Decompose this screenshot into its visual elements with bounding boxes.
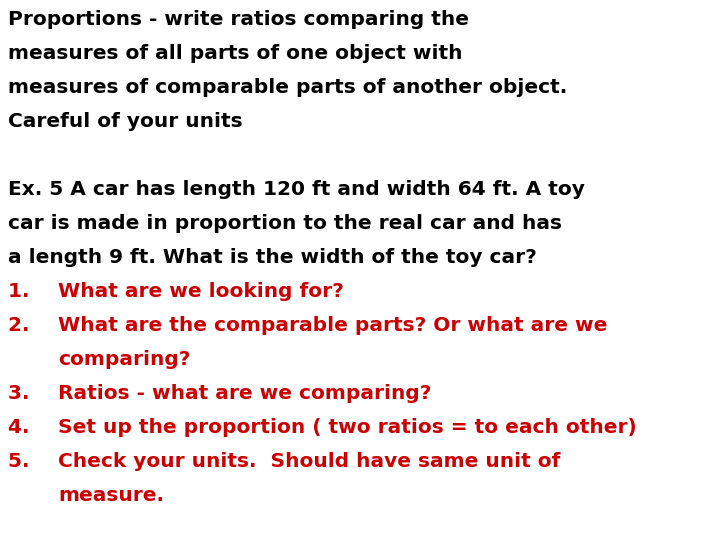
Text: measure.: measure.: [58, 486, 164, 505]
Text: 2.: 2.: [8, 316, 43, 335]
Text: measures of comparable parts of another object.: measures of comparable parts of another …: [8, 78, 567, 97]
Text: measures of all parts of one object with: measures of all parts of one object with: [8, 44, 462, 63]
Text: Ex. 5 A car has length 120 ft and width 64 ft. A toy: Ex. 5 A car has length 120 ft and width …: [8, 180, 585, 199]
Text: 1.: 1.: [8, 282, 43, 301]
Text: Ratios - what are we comparing?: Ratios - what are we comparing?: [58, 384, 431, 403]
Text: What are the comparable parts? Or what are we: What are the comparable parts? Or what a…: [58, 316, 608, 335]
Text: 4.: 4.: [8, 418, 43, 437]
Text: What are we looking for?: What are we looking for?: [58, 282, 343, 301]
Text: 3.: 3.: [8, 384, 43, 403]
Text: comparing?: comparing?: [58, 350, 190, 369]
Text: car is made in proportion to the real car and has: car is made in proportion to the real ca…: [8, 214, 562, 233]
Text: Set up the proportion ( two ratios = to each other): Set up the proportion ( two ratios = to …: [58, 418, 636, 437]
Text: Careful of your units: Careful of your units: [8, 112, 243, 131]
Text: Check your units.  Should have same unit of: Check your units. Should have same unit …: [58, 452, 560, 471]
Text: Proportions - write ratios comparing the: Proportions - write ratios comparing the: [8, 10, 469, 29]
Text: 5.: 5.: [8, 452, 43, 471]
Text: a length 9 ft. What is the width of the toy car?: a length 9 ft. What is the width of the …: [8, 248, 536, 267]
